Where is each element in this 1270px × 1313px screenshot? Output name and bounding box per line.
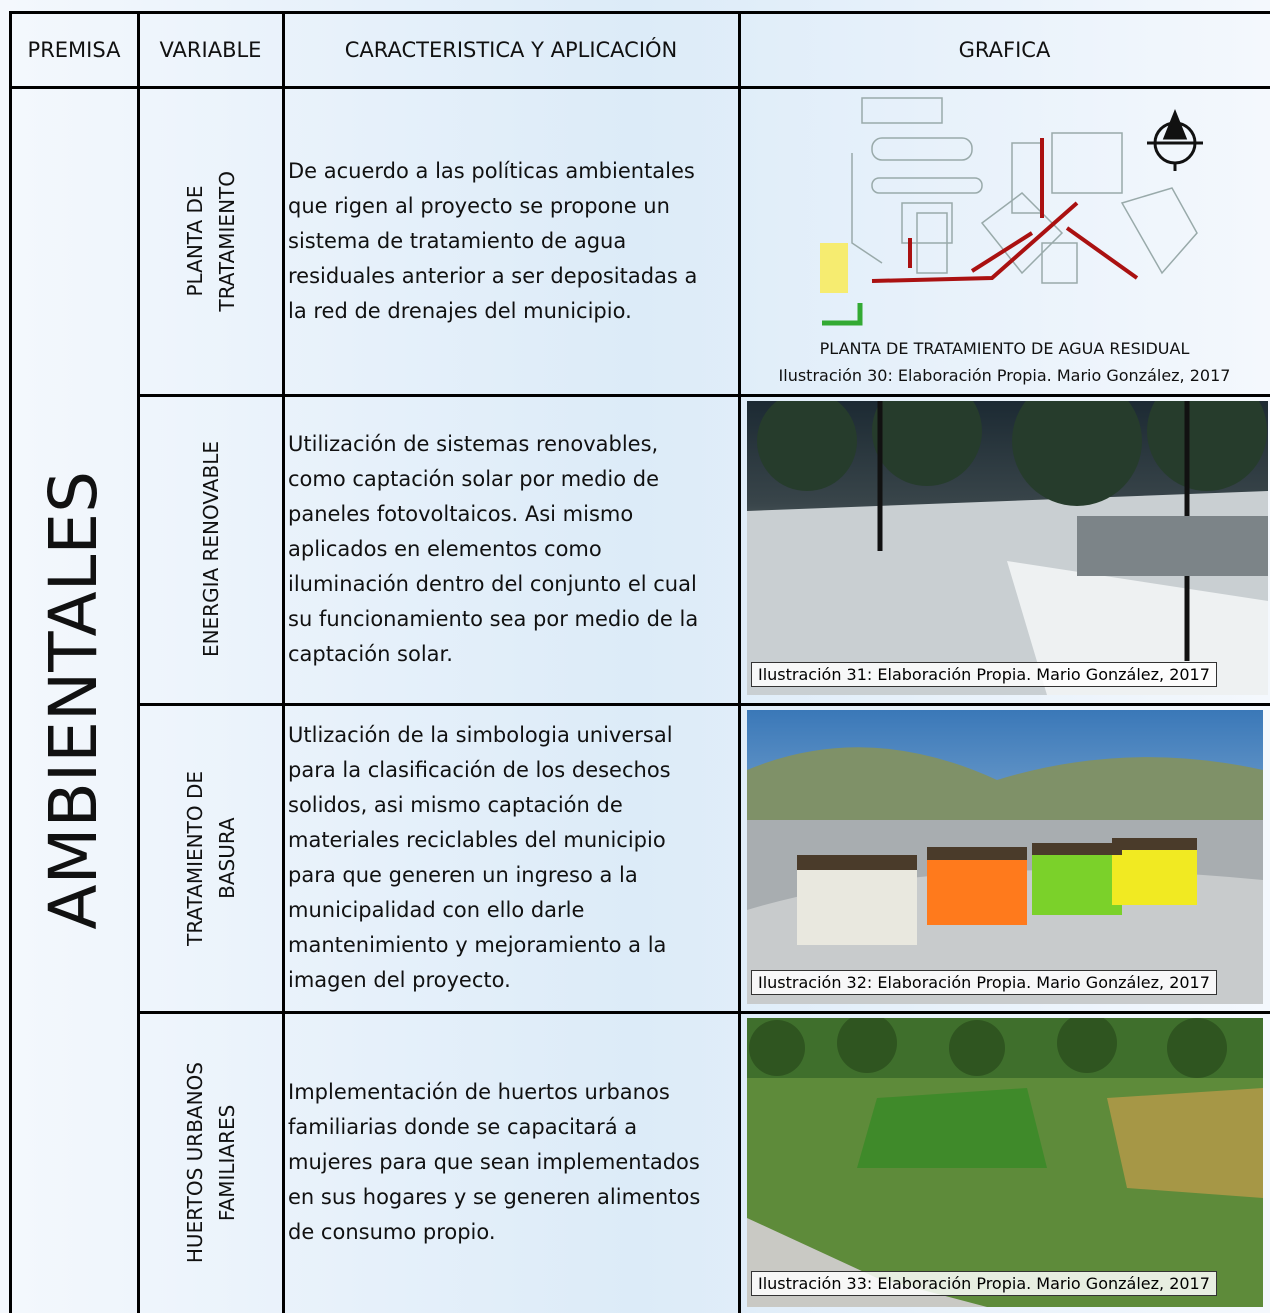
description-line: en sus hogares y se generen alimentos — [288, 1185, 701, 1209]
variable-line: TRATAMIENTO DE — [182, 770, 207, 946]
render — [747, 1013, 1263, 1311]
variable-line: FAMILIARES — [214, 1104, 239, 1221]
header-text: PREMISA — [27, 37, 121, 62]
variable-text: TRATAMIENTO DE BASURA — [179, 771, 243, 946]
description-line: mujeres para que sean implementados — [288, 1150, 700, 1174]
premise-text: AMBIENTALES — [35, 470, 112, 930]
description-cell: Implementación de huertos urbanos familia… — [283, 1012, 739, 1313]
header-cell: PREMISA — [10, 12, 138, 87]
description-line: materiales reciclables del municipio — [288, 828, 666, 852]
description-text: Utilización de sistemas renovables, como … — [288, 427, 698, 672]
variable-cell: ENERGIA RENOVABLE — [138, 395, 283, 704]
variable-cell: PLANTA DE TRATAMIENTO — [138, 87, 283, 395]
description-line: solidos, asi mismo captación de — [288, 793, 623, 817]
plan-drawing — [820, 97, 1203, 326]
variable-line: TRATAMIENTO — [214, 170, 239, 312]
header-cell: CARACTERISTICA Y APLICACIÓN — [283, 12, 739, 87]
description-text: Implementación de huertos urbanos familia… — [288, 1075, 700, 1250]
variable-line: ENERGIA RENOVABLE — [198, 441, 223, 658]
rule — [138, 394, 1270, 397]
description-cell: Utilización de sistemas renovables, como … — [283, 395, 739, 704]
graphic-cell: Ilustración 33: Elaboración Propia. Mari… — [739, 1012, 1270, 1313]
rule — [138, 703, 1270, 706]
header-cell: VARIABLE — [138, 12, 283, 87]
graphic-cell: Ilustración 31: Elaboración Propia. Mari… — [739, 395, 1270, 704]
description-line: para la clasificación de los desechos — [288, 758, 671, 782]
variable-line: BASURA — [214, 817, 239, 899]
description-line: familiarias donde se capacitará a — [288, 1115, 638, 1139]
graphic-cell: Ilustración 32: Elaboración Propia. Mari… — [739, 704, 1270, 1012]
graphic-caption: Ilustración 30: Elaboración Propia. Mari… — [778, 366, 1231, 385]
variable-cell: TRATAMIENTO DE BASURA — [138, 704, 283, 1012]
variable-text: PLANTA DE TRATAMIENTO — [179, 171, 243, 312]
graphic-caption: Ilustración 33: Elaboración Propia. Mari… — [751, 1271, 1217, 1296]
description-line: captación solar. — [288, 642, 453, 666]
description-line: iluminación dentro del conjunto el cual — [288, 572, 697, 596]
graphic-caption: Ilustración 31: Elaboración Propia. Mari… — [751, 662, 1217, 687]
description-line: mantenimiento y mejoramiento a la — [288, 933, 667, 957]
render-bins — [747, 710, 1263, 1004]
description-line: que rigen al proyecto se propone un — [288, 193, 670, 218]
description-text: Utlización de la simbologia universal par… — [288, 718, 673, 998]
plan — [742, 93, 1268, 342]
description-line: municipalidad con ello darle — [288, 898, 585, 922]
render-garden — [747, 1013, 1263, 1307]
description-line: su funcionamiento sea por medio de la — [288, 607, 699, 631]
variable-text: ENERGIA RENOVABLE — [195, 441, 227, 657]
description-line: aplicados en elementos como — [288, 537, 602, 561]
header-text: CARACTERISTICA Y APLICACIÓN — [344, 37, 678, 62]
description-cell: Utlización de la simbologia universal par… — [283, 704, 739, 1012]
description-line: de consumo propio. — [288, 1220, 496, 1244]
description-line: Implementación de huertos urbanos — [288, 1080, 670, 1104]
rule — [10, 11, 1270, 14]
rule — [282, 11, 285, 1313]
variable-line: HUERTOS URBANOS — [182, 1061, 207, 1264]
graphic-caption: Ilustración 32: Elaboración Propia. Mari… — [751, 970, 1217, 995]
header-cell: GRAFICA — [739, 12, 1270, 87]
description-cell: De acuerdo a las políticas ambientales qu… — [283, 87, 739, 395]
rule — [738, 11, 741, 1313]
render — [747, 710, 1263, 1008]
graphic-cell: PLANTA DE TRATAMIENTO DE AGUA RESIDUAL Il… — [739, 87, 1270, 395]
variable-cell: HUERTOS URBANOS FAMILIARES — [138, 1012, 283, 1313]
header-text: GRAFICA — [958, 37, 1051, 62]
description-line: paneles fotovoltaicos. Asi mismo — [288, 502, 634, 526]
description-text: De acuerdo a las políticas ambientales qu… — [288, 154, 697, 329]
rule — [9, 11, 12, 1313]
graphic-title: PLANTA DE TRATAMIENTO DE AGUA RESIDUAL — [819, 339, 1190, 358]
description-line: Utilización de sistemas renovables, — [288, 432, 659, 456]
description-line: como captación solar por medio de — [288, 467, 660, 491]
variable-text: HUERTOS URBANOS FAMILIARES — [179, 1062, 243, 1263]
description-line: Utlización de la simbologia universal — [288, 723, 673, 747]
render — [747, 395, 1268, 699]
description-line: para que generen un ingreso a la — [288, 863, 638, 887]
rule — [137, 11, 140, 1313]
rule — [138, 1011, 1270, 1014]
description-line: la red de drenajes del municipio. — [288, 298, 632, 323]
variable-line: PLANTA DE — [182, 185, 207, 297]
description-line: De acuerdo a las políticas ambientales — [288, 158, 695, 183]
premise-cell: AMBIENTALES — [10, 87, 138, 1313]
description-line: residuales anterior a ser depositadas a — [288, 263, 698, 288]
rule — [10, 86, 1270, 89]
description-line: imagen del proyecto. — [288, 968, 511, 992]
description-line: sistema de tratamiento de agua — [288, 228, 627, 253]
render-night — [747, 395, 1268, 695]
header-text: VARIABLE — [159, 37, 262, 62]
